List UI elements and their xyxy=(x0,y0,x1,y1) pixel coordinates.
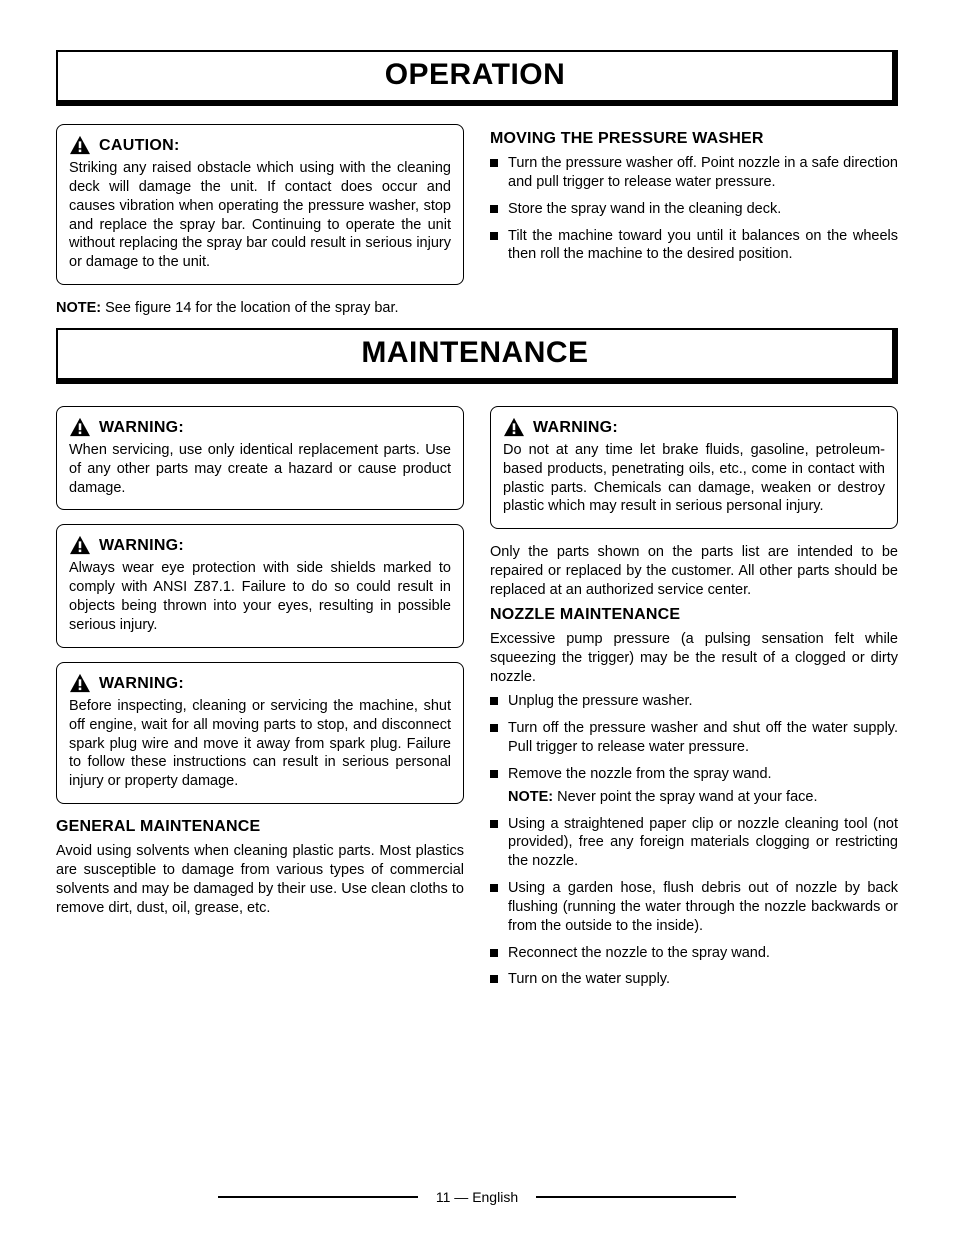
maintenance-columns: WARNING: When servicing, use only identi… xyxy=(56,406,898,997)
moving-heading: MOVING THE PRESSURE WASHER xyxy=(490,130,898,148)
note-label: NOTE: xyxy=(508,789,553,805)
list-item-text: Remove the nozzle from the spray wand. xyxy=(508,766,772,782)
list-item: Turn off the pressure washer and shut of… xyxy=(490,719,898,757)
alert-icon xyxy=(69,535,91,555)
list-item: Store the spray wand in the cleaning dec… xyxy=(490,200,898,219)
list-item-text: Using a garden hose, flush debris out of… xyxy=(508,880,898,934)
warning-label: WARNING: xyxy=(533,419,618,437)
caution-label: CAUTION: xyxy=(99,137,180,155)
warning-box-3: WARNING: Before inspecting, cleaning or … xyxy=(56,662,464,804)
footer-rule-left xyxy=(218,1196,418,1198)
operation-right-col: MOVING THE PRESSURE WASHER Turn the pres… xyxy=(490,124,898,318)
operation-section-banner: OPERATION xyxy=(56,50,898,106)
page: OPERATION CAUTION: Striking any raised o… xyxy=(0,0,954,1235)
warning-head: WARNING: xyxy=(69,535,451,555)
list-item: Using a garden hose, flush debris out of… xyxy=(490,879,898,936)
operation-left-col: CAUTION: Striking any raised obstacle wh… xyxy=(56,124,464,318)
list-item: Reconnect the nozzle to the spray wand. xyxy=(490,944,898,963)
warning-head: WARNING: xyxy=(503,417,885,437)
alert-icon xyxy=(69,673,91,693)
note-text: See figure 14 for the location of the sp… xyxy=(101,300,398,316)
list-item-text: Using a straightened paper clip or nozzl… xyxy=(508,816,898,870)
list-item: Unplug the pressure washer. xyxy=(490,692,898,711)
list-item-text: Unplug the pressure washer. xyxy=(508,693,693,709)
warning-label: WARNING: xyxy=(99,537,184,555)
warning-body: Before inspecting, cleaning or servicing… xyxy=(69,697,451,791)
alert-icon xyxy=(503,417,525,437)
general-maintenance-body: Avoid using solvents when cleaning plast… xyxy=(56,842,464,917)
footer-text: 11 — English xyxy=(436,1189,518,1205)
list-item: Using a straightened paper clip or nozzl… xyxy=(490,815,898,872)
maintenance-right-col: WARNING: Do not at any time let brake fl… xyxy=(490,406,898,997)
nozzle-heading: NOZZLE MAINTENANCE xyxy=(490,606,898,624)
alert-icon xyxy=(69,417,91,437)
general-maintenance-heading: GENERAL MAINTENANCE xyxy=(56,818,464,836)
nozzle-list: Unplug the pressure washer. Turn off the… xyxy=(490,692,898,989)
maintenance-title: MAINTENANCE xyxy=(361,336,588,369)
warning-head: WARNING: xyxy=(69,417,451,437)
footer-rule-right xyxy=(536,1196,736,1198)
warning-body: Always wear eye protection with side shi… xyxy=(69,559,451,634)
parts-note: Only the parts shown on the parts list a… xyxy=(490,543,898,600)
warning-body: Do not at any time let brake fluids, gas… xyxy=(503,441,885,516)
operation-note: NOTE: See figure 14 for the location of … xyxy=(56,299,464,318)
alert-icon xyxy=(69,135,91,155)
list-item-text: Reconnect the nozzle to the spray wand. xyxy=(508,945,770,961)
list-item-note: NOTE: Never point the spray wand at your… xyxy=(508,788,898,807)
caution-body: Striking any raised obstacle which using… xyxy=(69,159,451,272)
list-item-text: Turn off the pressure washer and shut of… xyxy=(508,720,898,755)
nozzle-intro: Excessive pump pressure (a pulsing sensa… xyxy=(490,630,898,687)
maintenance-section-banner: MAINTENANCE xyxy=(56,328,898,384)
caution-head: CAUTION: xyxy=(69,135,451,155)
list-item: Turn on the water supply. xyxy=(490,970,898,989)
moving-list: Turn the pressure washer off. Point nozz… xyxy=(490,154,898,264)
note-label: NOTE: xyxy=(56,300,101,316)
page-footer: 11 — English xyxy=(0,1189,954,1205)
list-item: Tilt the machine toward you until it bal… xyxy=(490,227,898,265)
list-item: Remove the nozzle from the spray wand. N… xyxy=(490,765,898,807)
warning-head: WARNING: xyxy=(69,673,451,693)
warning-box-2: WARNING: Always wear eye protection with… xyxy=(56,524,464,647)
warning-box-1: WARNING: When servicing, use only identi… xyxy=(56,406,464,511)
note-text: Never point the spray wand at your face. xyxy=(553,789,817,805)
operation-columns: CAUTION: Striking any raised obstacle wh… xyxy=(56,124,898,318)
warning-body: When servicing, use only identical repla… xyxy=(69,441,451,498)
warning-box-4: WARNING: Do not at any time let brake fl… xyxy=(490,406,898,529)
list-item: Turn the pressure washer off. Point nozz… xyxy=(490,154,898,192)
warning-label: WARNING: xyxy=(99,419,184,437)
maintenance-left-col: WARNING: When servicing, use only identi… xyxy=(56,406,464,997)
operation-title: OPERATION xyxy=(385,58,566,91)
warning-label: WARNING: xyxy=(99,675,184,693)
list-item-text: Turn on the water supply. xyxy=(508,971,670,987)
caution-box: CAUTION: Striking any raised obstacle wh… xyxy=(56,124,464,285)
